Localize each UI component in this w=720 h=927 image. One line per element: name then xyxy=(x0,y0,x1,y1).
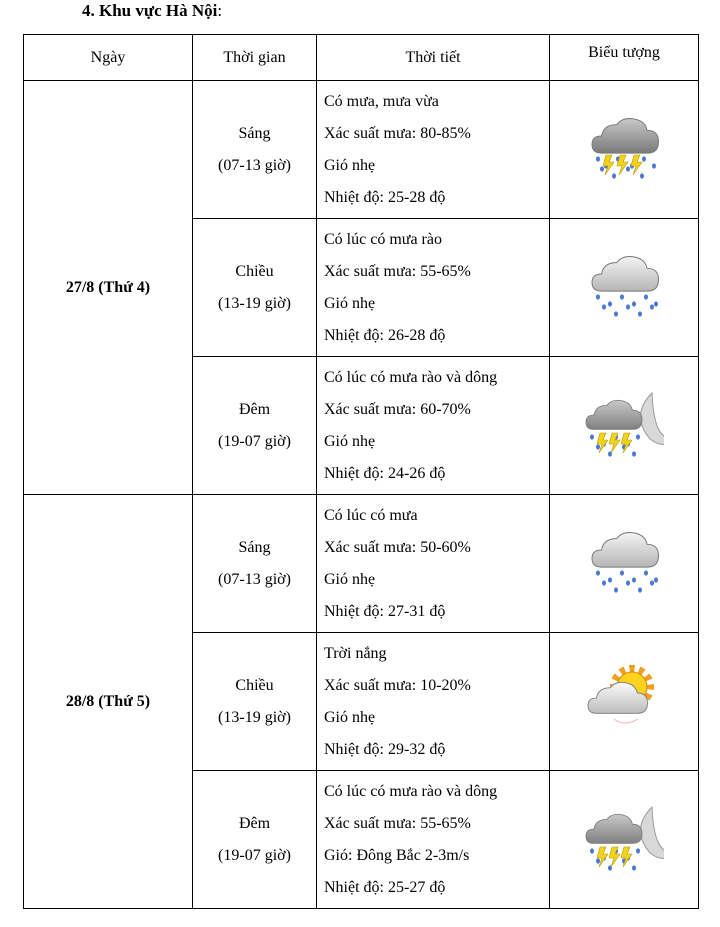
weather-line: Xác suất mưa: 80-85% xyxy=(324,125,471,142)
forecast-row: Chiều (13-19 giờ) Có lúc có mưa rào Xác suấ… xyxy=(24,218,699,357)
period-hours: (07-13 giờ) xyxy=(218,156,291,174)
weather-line: Có lúc có mưa rào và dông xyxy=(324,783,498,800)
weather-line: Có lúc có mưa rào và dông xyxy=(324,369,498,386)
forecast-table: Ngày Thời gian Thời tiết Biểu tượng 27/8… xyxy=(23,34,699,909)
weather-line: Có mưa, mưa vừa xyxy=(324,93,439,110)
weather-line: Gió nhẹ xyxy=(324,709,376,726)
period-cell: Chiều (13-19 giờ) xyxy=(192,632,317,771)
period-name: Sáng xyxy=(238,124,271,142)
weather-line: Nhiệt độ: 24-26 độ xyxy=(324,465,446,482)
thunderstorm-rain-icon xyxy=(584,118,664,191)
weather-line: Xác suất mưa: 55-65% xyxy=(324,815,471,832)
period-hours: (13-19 giờ) xyxy=(218,708,291,726)
period-hours: (19-07 giờ) xyxy=(218,432,291,450)
icon-cell xyxy=(549,218,699,357)
weather-line: Có lúc có mưa xyxy=(324,507,418,524)
icon-cell xyxy=(549,632,699,771)
section-title-text: 4. Khu vực Hà Nội xyxy=(82,1,218,20)
rain-cloud-icon xyxy=(584,532,664,605)
period-name: Chiều xyxy=(235,676,274,694)
period-hours: (13-19 giờ) xyxy=(218,294,291,312)
weather-cell: Có lúc có mưa rào và dông Xác suất mưa: 5… xyxy=(316,770,550,909)
weather-line: Xác suất mưa: 60-70% xyxy=(324,401,471,418)
period-name: Đêm xyxy=(238,400,271,418)
header-row: Ngày Thời gian Thời tiết Biểu tượng xyxy=(23,34,699,81)
weather-line: Có lúc có mưa rào xyxy=(324,231,442,248)
weather-line: Xác suất mưa: 10-20% xyxy=(324,677,471,694)
night-thunderstorm-icon xyxy=(584,391,676,467)
weather-line: Nhiệt độ: 26-28 độ xyxy=(324,327,446,344)
night-thunderstorm-icon xyxy=(584,805,676,881)
section-title-colon: : xyxy=(217,1,223,20)
weather-cell: Có lúc có mưa Xác suất mưa: 50-60% Gió nhẹ… xyxy=(316,494,550,633)
date-cell: 27/8 (Thứ 4) xyxy=(23,80,193,495)
weather-cell: Có mưa, mưa vừa Xác suất mưa: 80-85% Gió n… xyxy=(316,80,550,219)
section-title: 4. Khu vực Hà Nội: xyxy=(82,1,222,21)
period-cell: Chiều (13-19 giờ) xyxy=(192,218,317,357)
header-date: Ngày xyxy=(23,34,193,81)
weather-line: Gió nhẹ xyxy=(324,433,376,450)
weather-line: Gió: Đông Bắc 2-3m/s xyxy=(324,847,470,864)
weather-line: Nhiệt độ: 25-27 độ xyxy=(324,879,446,896)
forecast-row: Đêm (19-07 giờ) Có lúc có mưa rào và dông X… xyxy=(24,356,699,495)
weather-line: Nhiệt độ: 27-31 độ xyxy=(324,603,446,620)
rain-cloud-icon xyxy=(584,256,664,329)
icon-cell xyxy=(549,494,699,633)
weather-cell: Có lúc có mưa rào Xác suất mưa: 55-65% Gió… xyxy=(316,218,550,357)
weather-cell: Trời nắng Xác suất mưa: 10-20% Gió nhẹ Nhiệ… xyxy=(316,632,550,771)
forecast-row: 28/8 (Thứ 5) Sáng (07-13 giờ) Có lúc có mưa… xyxy=(23,494,699,909)
period-hours: (19-07 giờ) xyxy=(218,846,291,864)
period-cell: Đêm (19-07 giờ) xyxy=(192,770,317,909)
period-cell: Sáng (07-13 giờ) xyxy=(192,80,317,219)
date-cell: 28/8 (Thứ 5) xyxy=(23,494,193,909)
sun-cloud-icon xyxy=(584,665,664,743)
weather-line: Nhiệt độ: 29-32 độ xyxy=(324,741,446,758)
header-weather: Thời tiết xyxy=(316,34,550,81)
weather-line: Gió nhẹ xyxy=(324,157,376,174)
icon-cell xyxy=(549,770,699,909)
weather-line: Gió nhẹ xyxy=(324,571,376,588)
forecast-row: Chiều (13-19 giờ) Trời nắng Xác suất mưa: 1… xyxy=(24,632,699,771)
header-time: Thời gian xyxy=(192,34,317,81)
weather-line: Nhiệt độ: 25-28 độ xyxy=(324,189,446,206)
weather-line: Gió nhẹ xyxy=(324,295,376,312)
icon-cell xyxy=(549,80,699,219)
period-hours: (07-13 giờ) xyxy=(218,570,291,588)
forecast-row: Đêm (19-07 giờ) Có lúc có mưa rào và dông X… xyxy=(24,770,699,909)
weather-cell: Có lúc có mưa rào và dông Xác suất mưa: 6… xyxy=(316,356,550,495)
period-name: Sáng xyxy=(238,538,271,556)
weather-line: Xác suất mưa: 55-65% xyxy=(324,263,471,280)
period-name: Chiều xyxy=(235,262,274,280)
icon-cell xyxy=(549,356,699,495)
period-name: Đêm xyxy=(238,814,271,832)
weather-line: Trời nắng xyxy=(324,645,387,662)
header-icon: Biểu tượng xyxy=(549,34,699,81)
weather-line: Xác suất mưa: 50-60% xyxy=(324,539,471,556)
period-cell: Đêm (19-07 giờ) xyxy=(192,356,317,495)
period-cell: Sáng (07-13 giờ) xyxy=(192,494,317,633)
forecast-row: 27/8 (Thứ 4) Sáng (07-13 giờ) Có mưa, mưa v… xyxy=(23,80,699,495)
